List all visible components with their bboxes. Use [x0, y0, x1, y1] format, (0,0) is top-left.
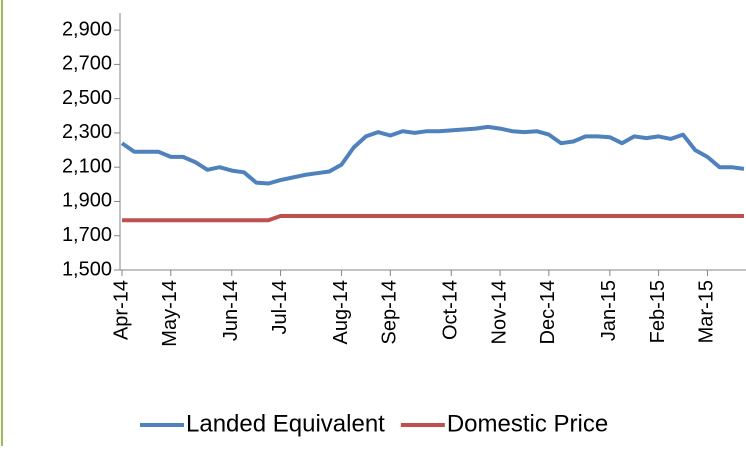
x-tick-label: May-14 [159, 280, 181, 347]
y-tick-label: 2,100 [62, 155, 112, 177]
x-tick-label: Dec-14 [537, 280, 559, 344]
x-tick-label: Nov-14 [488, 280, 510, 344]
legend-label: Domestic Price [447, 410, 608, 437]
y-tick-label: 2,500 [62, 87, 112, 109]
y-tick-label: 1,700 [62, 224, 112, 246]
legend-label: Landed Equivalent [186, 410, 385, 437]
y-tick-label: 2,300 [62, 121, 112, 143]
y-tick-label: 2,700 [62, 53, 112, 75]
x-tick-label: Jun-14 [220, 280, 242, 341]
x-tick-label: Feb-15 [647, 280, 669, 343]
series-line [120, 124, 745, 186]
series-line [122, 214, 744, 223]
x-tick-label: Apr-14 [110, 280, 132, 340]
x-tick-label: Mar-15 [696, 280, 718, 343]
x-tick-label: Aug-14 [330, 280, 352, 345]
x-tick-label: Jul-14 [269, 280, 291, 334]
y-tick-label: 1,900 [62, 190, 112, 212]
y-tick-label: 1,500 [62, 258, 112, 280]
x-tick-label: Jan-15 [598, 280, 620, 341]
y-tick-label: 2,900 [62, 18, 112, 40]
x-tick-label: Oct-14 [440, 280, 462, 340]
x-tick-label: Sep-14 [379, 280, 401, 345]
